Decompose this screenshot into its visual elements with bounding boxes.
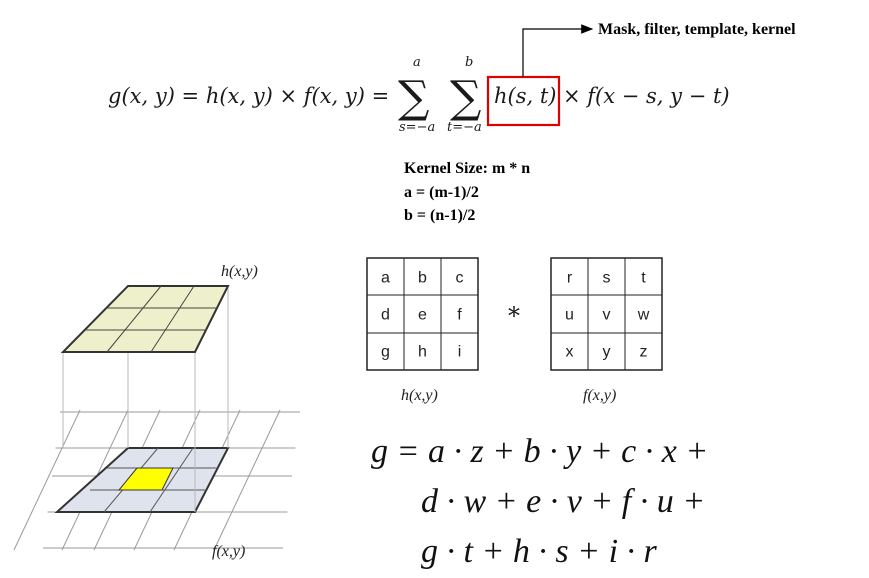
kernel-term: h(s, t) [494,84,556,108]
base-grid-label: f(x,y) [212,543,245,560]
top-equation: g(x, y) = h(x, y) × f(x, y) = ∑ a s=−a ∑… [108,55,730,135]
matrix-h-cell-2-0: g [381,344,390,361]
matrix-f-cell-0-0: r [567,270,573,287]
matrix-f-cells: r s t u v w x y z [565,270,650,361]
equation-lhs: g(x, y) = h(x, y) × f(x, y) = [108,84,389,108]
projection-lines [62,286,229,512]
kernel-size-line: Kernel Size: m * n [404,160,530,177]
matrix-f-cell-2-2: z [640,344,648,361]
matrix-h-cell-0-0: a [381,270,390,287]
matrix-h-cells: a b c d e f g h i [381,270,463,361]
center-cell [117,467,174,491]
matrix-h-cell-2-1: h [418,344,427,361]
matrix-f: r s t u v w x y z f(x,y) [550,257,663,404]
matrix-f-label: f(x,y) [583,387,616,404]
matrix-h: a b c d e f g h i h(x,y) [366,257,479,404]
matrix-h-cell-2-2: i [458,344,462,361]
sum-symbol-1: ∑ [398,72,429,123]
sum2-upper-limit: b [465,55,473,70]
expansion-line-1: g = a · z + b · y + c · x + [371,433,708,470]
diagram-3d: h(x,y) f(x,y) [13,263,300,560]
grid-diagonal-line [13,409,81,551]
sum-symbol-2: ∑ [450,72,481,123]
top-plane-gridlines [85,285,217,353]
matrix-f-cell-1-1: v [603,307,611,324]
kernel-annotation: Mask, filter, template, kernel [522,21,796,77]
matrix-h-label: h(x,y) [401,387,438,404]
matrix-f-cell-1-2: w [637,307,650,324]
sum1-upper-limit: a [413,55,421,70]
kernel-size-notes: Kernel Size: m * n a = (m-1)/2 b = (n-1)… [404,160,530,224]
matrix-h-cell-0-2: c [456,270,464,287]
top-kernel-plane [60,285,230,353]
matrix-f-cell-2-1: y [603,344,611,361]
b-definition: b = (n-1)/2 [404,207,475,224]
expansion-line-2: d · w + e · v + f · u + [421,483,705,520]
matrix-f-border [550,257,663,371]
matrix-f-cell-2-0: x [566,344,574,361]
annotation-label: Mask, filter, template, kernel [598,21,796,38]
matrix-f-cell-0-1: s [603,270,611,287]
sum1-lower-limit: s=−a [399,120,435,135]
grid-diagonal-line [213,409,281,551]
a-definition: a = (m-1)/2 [404,184,479,201]
matrix-h-cell-1-2: f [457,307,462,324]
matrix-f-cell-0-2: t [641,270,646,287]
matrix-h-cell-0-1: b [418,270,427,287]
matrix-f-cell-1-0: u [565,307,574,324]
matrix-h-cell-1-1: e [418,307,427,324]
matrix-h-border [366,257,479,371]
matrix-h-cell-1-0: d [381,307,390,324]
annotation-arrow [522,24,594,77]
expansion-equation: g = a · z + b · y + c · x + d · w + e · … [371,433,708,570]
expansion-line-3: g · t + h · s + i · r [421,533,658,570]
sum2-lower-limit: t=−a [447,120,482,135]
top-plane-label: h(x,y) [221,263,258,280]
equation-rest: × f(x − s, y − t) [563,84,730,108]
convolution-operator: * [508,302,520,330]
